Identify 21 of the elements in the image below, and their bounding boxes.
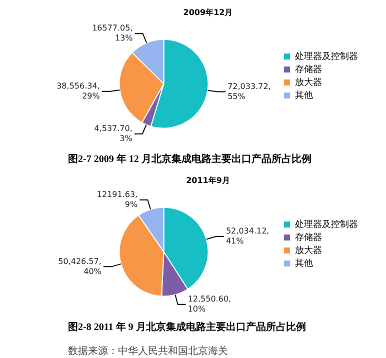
data-label: 12191.63, 9% <box>96 190 138 209</box>
legend-label: 其他 <box>295 258 313 269</box>
legend-label: 存储器 <box>295 232 322 243</box>
caption: 图2-8 2011 年 9 月北京集成电路主要出口产品所占比例 <box>67 320 307 335</box>
legend-label: 处理器及控制器 <box>295 218 358 230</box>
data-label: 50,426.57, 40% <box>58 256 102 276</box>
legend-label: 其他 <box>295 90 313 101</box>
data-label: 4,537.70, 3% <box>94 124 133 143</box>
data-label: 16577.05, 13% <box>92 24 134 43</box>
source-note: 数据来源：中华人民共和国北京海关 <box>67 344 229 358</box>
data-label: 52,034.12, 41% <box>226 226 270 246</box>
chart-title: 2011年9月 <box>186 176 230 185</box>
data-label: 72,033.72, 55% <box>228 82 271 101</box>
chart-title: 2009年12月 <box>183 8 233 17</box>
legend-label: 存储器 <box>295 64 322 75</box>
caption: 图2-7 2009 年 12 月北京集成电路主要出口产品所占比例 <box>67 152 312 167</box>
legend-label: 放大器 <box>295 76 322 88</box>
data-label: 12,550.60, 10% <box>188 294 232 314</box>
legend-label: 处理器及控制器 <box>295 50 358 62</box>
data-label: 38,556.34, 29% <box>56 81 100 100</box>
legend-label: 放大器 <box>295 244 322 256</box>
